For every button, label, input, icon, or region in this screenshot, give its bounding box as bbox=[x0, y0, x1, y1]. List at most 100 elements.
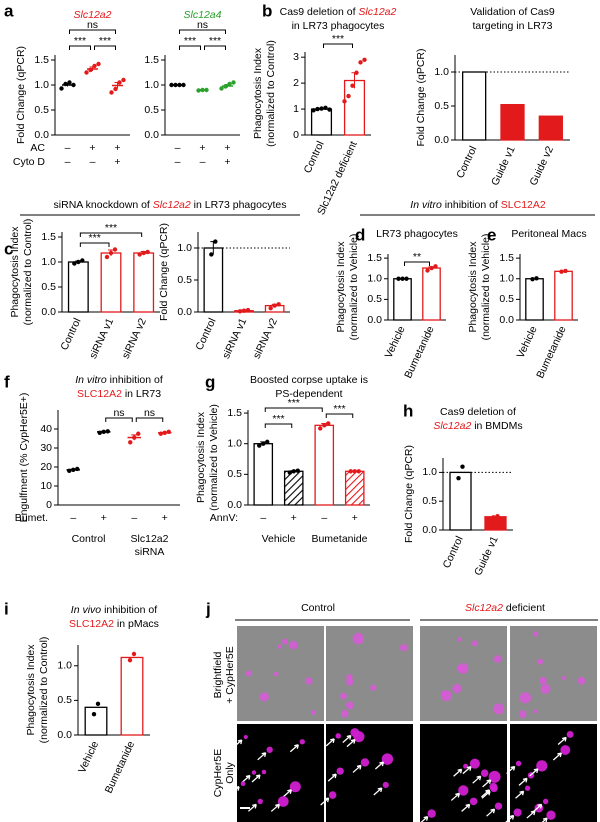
y-tick-label: 1.0 bbox=[367, 273, 382, 285]
y-tick-label: 0.0 bbox=[422, 524, 437, 536]
y-tick-label: 10 bbox=[40, 480, 52, 492]
row-label: Only bbox=[224, 761, 236, 783]
heading-part: deficient bbox=[503, 602, 545, 614]
data-point bbox=[169, 82, 174, 88]
x-tick-label: Control bbox=[58, 316, 83, 352]
bar bbox=[283, 470, 304, 506]
significance-bracket bbox=[264, 423, 293, 428]
scale-label: 20 μm bbox=[240, 809, 265, 819]
arrow bbox=[233, 739, 243, 748]
heading-part: Peritoneal Macs bbox=[511, 228, 586, 240]
y-tick-label: 30 bbox=[40, 442, 52, 454]
cell bbox=[427, 809, 436, 818]
arrow bbox=[241, 774, 251, 783]
panel-label: g bbox=[205, 372, 215, 391]
significance-bracket bbox=[79, 242, 110, 247]
data-point bbox=[200, 87, 205, 93]
panel-label: c bbox=[4, 239, 13, 258]
panel-label: j bbox=[205, 599, 211, 618]
heading-part: in LR73 phagocytes bbox=[292, 20, 385, 32]
bar bbox=[253, 443, 274, 506]
y-axis-label: (normalized to Vehicle) bbox=[480, 234, 492, 341]
arrow bbox=[482, 779, 492, 788]
cell bbox=[305, 677, 313, 685]
arrow bbox=[461, 803, 471, 812]
heading-part: in BMDMs bbox=[471, 420, 522, 432]
data-point bbox=[318, 426, 323, 431]
bar bbox=[422, 267, 441, 321]
data-point bbox=[362, 57, 367, 62]
x-tick-label: Control bbox=[441, 534, 466, 570]
data-point bbox=[342, 99, 347, 104]
arrow bbox=[420, 816, 429, 822]
x-tick-label: Control bbox=[302, 139, 327, 175]
data-point bbox=[272, 303, 277, 308]
data-point bbox=[358, 60, 363, 65]
cell bbox=[566, 730, 574, 738]
significance-label: ns bbox=[87, 19, 98, 31]
heading-part: Slc12a2 bbox=[358, 6, 396, 18]
data-point bbox=[113, 86, 118, 92]
data-point bbox=[219, 86, 224, 91]
significance-label: *** bbox=[184, 35, 196, 47]
row-label: – bbox=[321, 512, 327, 524]
cell bbox=[518, 710, 527, 719]
panel-label: f bbox=[4, 372, 10, 391]
bar bbox=[203, 247, 224, 313]
data-point bbox=[196, 88, 201, 93]
y-tick-label: 1.5 bbox=[41, 231, 56, 243]
significance-label: ns bbox=[197, 19, 208, 31]
data-point bbox=[257, 443, 262, 448]
y-tick-label: 0.5 bbox=[499, 293, 514, 305]
data-point bbox=[223, 84, 228, 89]
data-point bbox=[209, 252, 214, 257]
y-tick-label: 0.5 bbox=[434, 100, 449, 112]
cell bbox=[490, 784, 498, 793]
y-tick-label: 0.5 bbox=[41, 281, 56, 293]
significance-label: *** bbox=[74, 35, 86, 47]
data-point bbox=[67, 468, 72, 473]
cell bbox=[456, 665, 463, 672]
y-tick-label: 0.0 bbox=[41, 306, 56, 318]
y-tick-label: 1.0 bbox=[434, 66, 449, 78]
y-tick-label: 1.0 bbox=[422, 466, 437, 478]
y-axis-label: (normalized to Vehicle) bbox=[348, 234, 360, 341]
arrow bbox=[325, 738, 335, 747]
y-axis-label: (normalized to Control) bbox=[38, 637, 50, 744]
cell bbox=[381, 753, 394, 765]
data-point bbox=[400, 276, 405, 281]
arrow bbox=[450, 792, 460, 801]
cell bbox=[328, 791, 337, 799]
y-axis-label: Phagocytosis Index bbox=[252, 47, 264, 139]
bar bbox=[120, 656, 144, 736]
x-tick-label: Bumetanide bbox=[103, 739, 138, 795]
significance-bracket bbox=[264, 407, 323, 412]
y-tick-label: 2 bbox=[293, 77, 299, 89]
arrow bbox=[282, 789, 292, 798]
data-point bbox=[136, 431, 141, 436]
group-label: Bumetanide bbox=[311, 533, 367, 545]
data-point bbox=[491, 515, 496, 520]
group-label: Slc12a2 bbox=[131, 533, 169, 545]
significance-bracket bbox=[135, 417, 164, 422]
heading: Control bbox=[301, 602, 335, 614]
cell bbox=[469, 758, 480, 769]
heading: Slc12a2 in BMDMs bbox=[433, 420, 522, 432]
x-tick-label: Guide v1 bbox=[489, 144, 518, 187]
cell bbox=[277, 796, 289, 807]
bar bbox=[449, 471, 472, 531]
cell bbox=[488, 770, 501, 783]
y-tick-label: 40 bbox=[40, 423, 52, 435]
y-tick-label: 1.5 bbox=[367, 252, 382, 264]
heading-part: Cas9 deletion of bbox=[440, 406, 516, 418]
micrograph bbox=[510, 626, 597, 721]
x-tick-label: Bumetanide bbox=[402, 324, 437, 380]
y-tick-label: 0.0 bbox=[499, 314, 514, 326]
cell bbox=[539, 676, 547, 685]
significance-label: *** bbox=[332, 33, 344, 45]
heading-part: inhibition of bbox=[101, 604, 157, 616]
y-axis-label: (normalized to Control) bbox=[22, 219, 34, 326]
y-tick-label: 1.0 bbox=[227, 437, 242, 449]
row-label: + bbox=[199, 142, 205, 154]
cell bbox=[533, 709, 539, 714]
